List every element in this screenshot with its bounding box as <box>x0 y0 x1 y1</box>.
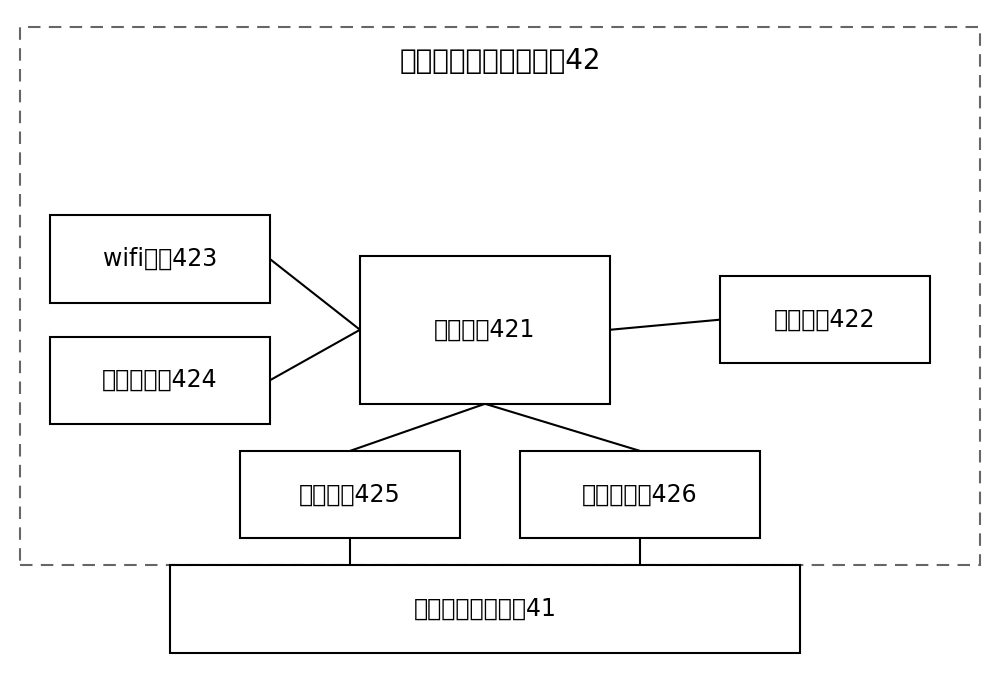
Bar <box>520 451 760 538</box>
Bar <box>360 256 610 404</box>
Text: 电力设备一次模块41: 电力设备一次模块41 <box>414 597 556 621</box>
Text: 以太网模块424: 以太网模块424 <box>102 368 218 392</box>
Text: 存储模块422: 存储模块422 <box>774 308 876 332</box>
Text: 主控制器421: 主控制器421 <box>434 318 536 342</box>
Bar <box>20 27 980 565</box>
Text: 继电器模块426: 继电器模块426 <box>582 483 698 507</box>
Text: wifi模块423: wifi模块423 <box>103 247 217 271</box>
Bar <box>170 565 800 653</box>
Bar <box>50 336 270 424</box>
Text: 采集模块425: 采集模块425 <box>299 483 401 507</box>
Text: 电力设备二次控制模块42: 电力设备二次控制模块42 <box>399 47 601 75</box>
Bar <box>50 215 270 303</box>
Bar <box>240 451 460 538</box>
Bar <box>720 276 930 363</box>
